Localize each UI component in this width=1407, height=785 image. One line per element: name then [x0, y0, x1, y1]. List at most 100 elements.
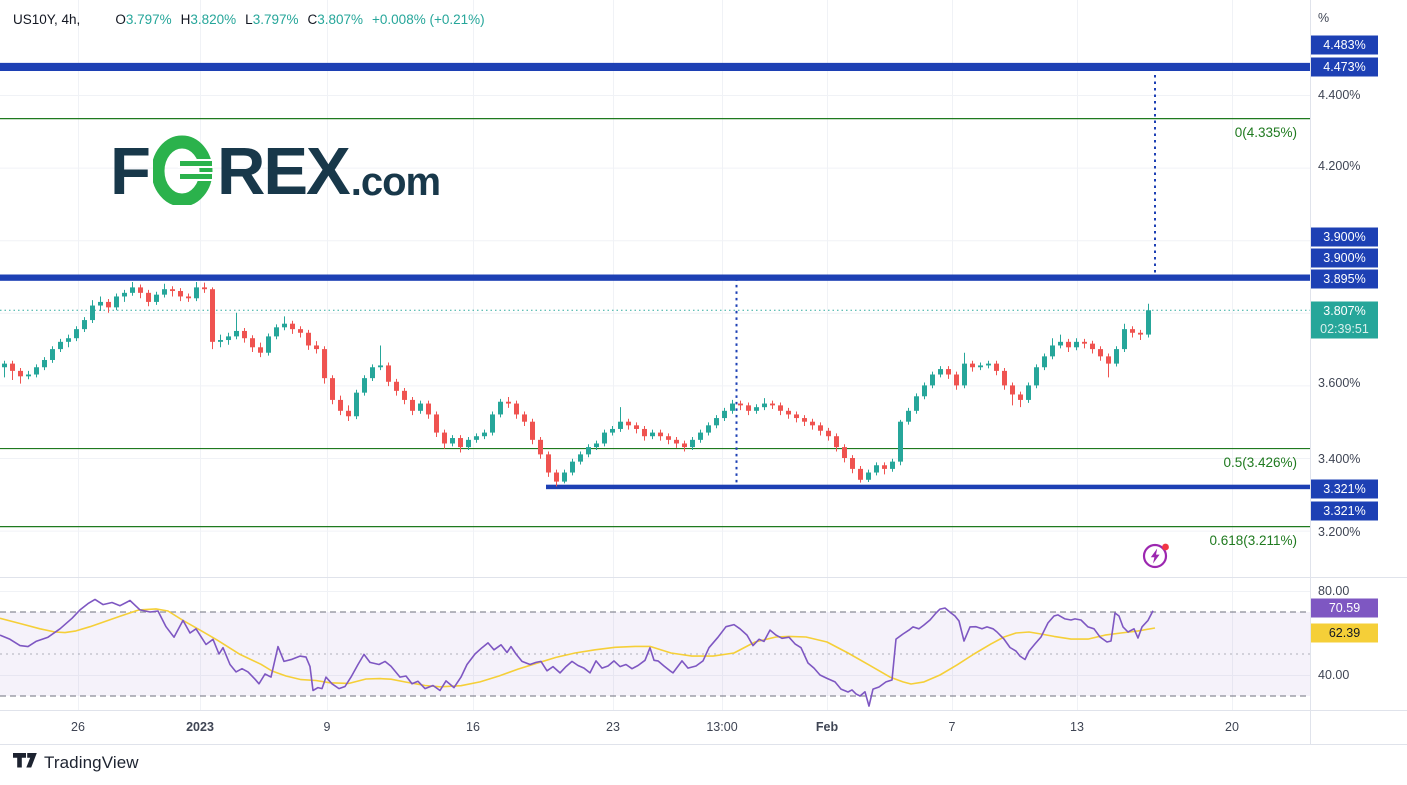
candle-body — [298, 329, 303, 333]
candle-body — [274, 327, 279, 337]
ohlc-open-label: O — [115, 12, 126, 27]
horizontal-level-line[interactable] — [0, 274, 1310, 281]
candle-body — [450, 438, 455, 444]
time-axis-label: 26 — [71, 720, 85, 734]
candle-body — [642, 428, 647, 437]
fib-label: 0.618(3.211%) — [1209, 533, 1297, 548]
candle-body — [898, 421, 903, 462]
candle-body — [322, 349, 327, 379]
candle-body — [258, 347, 263, 353]
candle-body — [354, 392, 359, 417]
candle-body — [690, 439, 695, 448]
price-axis-badge — [1311, 227, 1378, 247]
candle-body — [922, 385, 927, 397]
candle-body — [226, 336, 231, 341]
candle-body — [58, 341, 63, 350]
candle-body — [842, 447, 847, 458]
candle-body — [10, 363, 15, 371]
candle-body — [1034, 367, 1039, 386]
candle-body — [386, 365, 391, 382]
candle-body — [850, 458, 855, 469]
candle-body — [962, 363, 967, 386]
candle-body — [978, 365, 983, 368]
candle-body — [154, 294, 159, 302]
lightning-alert-icon[interactable] — [1141, 540, 1171, 570]
gridlines — [0, 0, 1310, 710]
candle-body — [98, 301, 103, 306]
rsi-line-yellow — [0, 608, 1156, 688]
horizontal-level-line[interactable] — [0, 62, 1310, 72]
price-scale[interactable]: % 4.483% 4.473% 4.400% 4.200% 3.900% 3.900% 3.8… — [1311, 11, 1378, 682]
candle-body — [786, 410, 791, 415]
candle-body — [714, 418, 719, 426]
ohlc-high-label: H — [180, 12, 191, 27]
candle-body — [114, 296, 119, 308]
candle-body — [1082, 341, 1087, 344]
horizontal-level-line[interactable] — [546, 484, 1310, 490]
candle-body — [818, 425, 823, 431]
candle-body — [658, 432, 663, 437]
candle-body — [138, 287, 143, 293]
price-axis-label: 4.200% — [1318, 159, 1360, 173]
candle-body — [26, 374, 31, 377]
price-axis-badge — [1311, 269, 1378, 289]
candle-body — [474, 436, 479, 440]
candle-body — [162, 289, 167, 295]
candle-body — [1058, 341, 1063, 346]
candle-body — [778, 405, 783, 411]
candle-body — [1114, 349, 1119, 364]
price-axis-badge — [1311, 248, 1378, 268]
price-axis-badge — [1311, 35, 1378, 55]
price-axis-badge — [1311, 301, 1378, 321]
fib-label: 0(4.335%) — [1235, 125, 1297, 140]
candle-body — [402, 390, 407, 400]
candle-body — [1018, 394, 1023, 400]
price-axis-label: 80.00 — [1318, 584, 1349, 598]
price-axis-badge-label: 3.895% — [1323, 272, 1365, 286]
watermark-f: F — [110, 134, 151, 210]
candle-body — [1106, 356, 1111, 364]
candle-body — [418, 403, 423, 411]
candle-body — [666, 436, 671, 440]
candle-body — [1010, 385, 1015, 395]
candle-body — [1090, 343, 1095, 350]
candle-body — [306, 332, 311, 346]
time-scale[interactable]: 26 2023 9 16 23 13:00 Feb 7 13 20 — [71, 720, 1239, 734]
watermark-com: .com — [350, 160, 441, 204]
tradingview-attribution[interactable]: TradingView — [13, 753, 139, 773]
candle-body — [698, 432, 703, 440]
candle-body — [970, 363, 975, 368]
candle-body — [66, 338, 71, 342]
symbol-title[interactable]: US10Y, 4h, — [13, 12, 81, 27]
candle-body — [626, 421, 631, 426]
candle-body — [586, 447, 591, 455]
candle-body — [282, 323, 287, 328]
candle-body — [210, 289, 215, 342]
time-axis-label: 7 — [949, 720, 956, 734]
candle-body — [914, 396, 919, 411]
candle-body — [562, 472, 567, 482]
candle-body — [930, 374, 935, 386]
price-axis-badge-label: 70.59 — [1329, 601, 1360, 615]
price-axis-label: 3.200% — [1318, 525, 1360, 539]
candle-body — [314, 345, 319, 350]
price-axis-badge — [1311, 598, 1378, 618]
candle-body — [530, 421, 535, 440]
price-axis-badge — [1311, 501, 1378, 521]
candle-body — [1098, 349, 1103, 357]
tradingview-label: TradingView — [44, 753, 139, 772]
candle-body — [490, 414, 495, 433]
candle-body — [570, 461, 575, 473]
price-axis-badge-label: 3.321% — [1323, 482, 1365, 496]
fib-label: 0.5(3.426%) — [1223, 455, 1297, 470]
time-axis-label: Feb — [816, 720, 839, 734]
candle-body — [370, 367, 375, 379]
ohlc-open-value: 3.797% — [125, 12, 172, 27]
tradingview-logo-icon — [13, 753, 37, 773]
candle-body — [202, 287, 207, 290]
candle-body — [618, 421, 623, 429]
candle-body — [706, 425, 711, 433]
candle-body — [858, 468, 863, 480]
